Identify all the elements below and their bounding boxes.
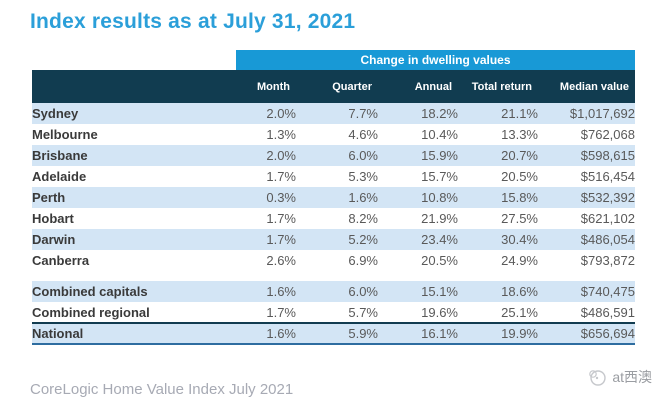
median-value: $621,102: [580, 211, 635, 226]
data-table: Month Quarter Annual Total return Median…: [32, 70, 635, 345]
row-name: Combined regional: [32, 304, 150, 320]
median-value: $762,068: [580, 127, 635, 142]
median-value: $598,615: [580, 148, 635, 163]
source-caption: CoreLogic Home Value Index July 2021: [30, 381, 294, 398]
index-results-table: Change in dwelling values Month Quarter …: [32, 50, 635, 345]
annual-value: 10.4%: [421, 127, 458, 142]
annual-value: 23.4%: [421, 232, 458, 247]
annual-value: 10.8%: [421, 190, 458, 205]
median-value: $486,591: [580, 304, 635, 320]
annual-value: 18.2%: [421, 106, 458, 121]
quarter-value: 4.6%: [348, 127, 378, 142]
table-row-perth: Perth 0.3% 1.6% 10.8% 15.8% $532,392: [32, 187, 635, 208]
table-row-brisbane: Brisbane 2.0% 6.0% 15.9% 20.7% $598,615: [32, 145, 635, 166]
month-value: 0.3%: [266, 190, 296, 205]
column-header-quarter: Quarter: [332, 80, 372, 93]
median-value: $532,392: [580, 190, 635, 205]
table-row-darwin: Darwin 1.7% 5.2% 23.4% 30.4% $486,054: [32, 229, 635, 250]
table-row-sydney: Sydney 2.0% 7.7% 18.2% 21.1% $1,017,692: [32, 103, 635, 124]
watermark: at西澳: [587, 367, 652, 387]
month-value: 1.7%: [266, 304, 296, 320]
annual-value: 19.6%: [421, 304, 458, 320]
row-name: Canberra: [32, 253, 90, 268]
median-value: $656,694: [580, 326, 635, 341]
total-return-value: 20.5%: [501, 169, 538, 184]
annual-value: 21.9%: [421, 211, 458, 226]
total-return-value: 21.1%: [501, 106, 538, 121]
median-value: $793,872: [580, 253, 635, 268]
total-return-value: 24.9%: [501, 253, 538, 268]
section-gap-row: [32, 271, 635, 281]
total-return-value: 19.9%: [501, 326, 538, 341]
table-row-melbourne: Melbourne 1.3% 4.6% 10.4% 13.3% $762,068: [32, 124, 635, 145]
column-header-blank: [32, 70, 236, 103]
total-return-value: 20.7%: [501, 148, 538, 163]
table-row-adelaide: Adelaide 1.7% 5.3% 15.7% 20.5% $516,454: [32, 166, 635, 187]
month-value: 1.3%: [266, 127, 296, 142]
quarter-value: 8.2%: [348, 211, 378, 226]
page-title: Index results as at July 31, 2021: [30, 10, 356, 33]
quarter-value: 6.9%: [348, 253, 378, 268]
quarter-value: 5.2%: [348, 232, 378, 247]
table-row-national: National 1.6% 5.9% 16.1% 19.9% $656,694: [32, 323, 635, 344]
row-name: National: [32, 326, 84, 341]
table-row-hobart: Hobart 1.7% 8.2% 21.9% 27.5% $621,102: [32, 208, 635, 229]
column-header-month: Month: [257, 80, 290, 93]
group-header-row: Change in dwelling values: [32, 50, 635, 70]
annual-value: 15.9%: [421, 148, 458, 163]
row-name: Sydney: [32, 106, 79, 121]
watermark-logo-icon: [589, 369, 607, 386]
row-name: Combined capitals: [32, 284, 148, 299]
column-header-row: Month Quarter Annual Total return Median…: [32, 70, 635, 103]
table-row-canberra: Canberra 2.6% 6.9% 20.5% 24.9% $793,872: [32, 250, 635, 271]
table-row-combined-regional: Combined regional 1.7% 5.7% 19.6% 25.1% …: [32, 302, 635, 323]
month-value: 2.0%: [266, 148, 296, 163]
row-name: Brisbane: [32, 148, 88, 163]
row-name: Perth: [32, 190, 66, 205]
month-value: 1.7%: [266, 169, 296, 184]
total-return-value: 18.6%: [501, 284, 538, 299]
quarter-value: 1.6%: [348, 190, 378, 205]
total-return-value: 27.5%: [501, 211, 538, 226]
column-header-median-value: Median value: [559, 80, 629, 93]
row-name: Melbourne: [32, 127, 98, 142]
median-value: $486,054: [580, 232, 635, 247]
month-value: 2.6%: [266, 253, 296, 268]
group-header-spacer: [32, 50, 236, 70]
annual-value: 16.1%: [421, 326, 458, 341]
group-header-bar: Change in dwelling values: [236, 50, 635, 70]
month-value: 1.6%: [266, 326, 296, 341]
annual-value: 15.7%: [421, 169, 458, 184]
watermark-label: at西澳: [612, 369, 652, 385]
column-header-total-return: Total return: [471, 80, 532, 93]
quarter-value: 5.7%: [348, 304, 378, 320]
column-header-annual: Annual: [414, 80, 452, 93]
quarter-value: 5.9%: [348, 326, 378, 341]
total-return-value: 30.4%: [501, 232, 538, 247]
total-return-value: 13.3%: [501, 127, 538, 142]
row-name: Hobart: [32, 211, 74, 226]
quarter-value: 7.7%: [348, 106, 378, 121]
month-value: 1.6%: [266, 284, 296, 299]
annual-value: 15.1%: [421, 284, 458, 299]
annual-value: 20.5%: [421, 253, 458, 268]
row-name: Darwin: [32, 232, 76, 247]
month-value: 2.0%: [266, 106, 296, 121]
row-name: Adelaide: [32, 169, 87, 184]
median-value: $1,017,692: [569, 106, 635, 121]
median-value: $740,475: [580, 284, 635, 299]
quarter-value: 6.0%: [348, 148, 378, 163]
total-return-value: 25.1%: [501, 304, 538, 320]
quarter-value: 6.0%: [348, 284, 378, 299]
quarter-value: 5.3%: [348, 169, 378, 184]
median-value: $516,454: [580, 169, 635, 184]
total-return-value: 15.8%: [501, 190, 538, 205]
month-value: 1.7%: [266, 211, 296, 226]
table-row-combined-capitals: Combined capitals 1.6% 6.0% 15.1% 18.6% …: [32, 281, 635, 302]
month-value: 1.7%: [266, 232, 296, 247]
